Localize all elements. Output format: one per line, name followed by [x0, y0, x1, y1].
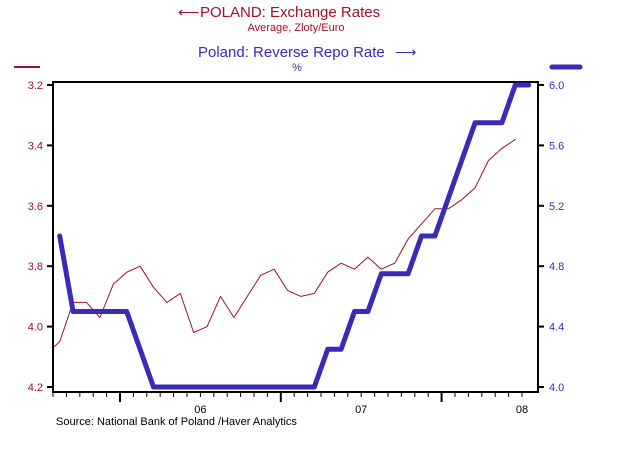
title-repo-rate: Poland: Reverse Repo Rate [198, 44, 385, 61]
right-axis-tick-label: 6.0 [549, 80, 564, 92]
source-note: Source: National Bank of Poland /Haver A… [56, 416, 297, 428]
title-exchange-rates: POLAND: Exchange Rates [200, 4, 380, 21]
title-right-arrow: ⟶ [395, 44, 417, 61]
left-axis-tick-label: 4.2 [28, 382, 43, 394]
left-axis-tick-label: 3.6 [28, 201, 43, 213]
left-axis-tick-label: 3.4 [28, 140, 43, 152]
x-axis-tick-label: 08 [516, 404, 528, 416]
right-axis-tick-label: 4.4 [549, 322, 564, 334]
subtitle-repo-rate: % [292, 62, 302, 74]
x-axis-tick-label: 06 [194, 404, 206, 416]
right-axis-tick-label: 4.8 [549, 261, 564, 273]
right-axis-tick-label: 5.6 [549, 140, 564, 152]
x-axis-tick-label: 07 [355, 404, 367, 416]
left-axis-tick-label: 4.0 [28, 322, 43, 334]
title-left-arrow: ⟵ [178, 4, 200, 21]
right-axis-tick-label: 4.0 [549, 382, 564, 394]
series-line-exchange-rates [54, 138, 516, 348]
left-axis-tick-label: 3.2 [28, 80, 43, 92]
series-line-repo-rate [57, 82, 532, 390]
subtitle-exchange-rates: Average, Zloty/Euro [247, 22, 344, 34]
left-axis-tick-label: 3.8 [28, 261, 43, 273]
plot-frame [52, 81, 539, 393]
right-axis-tick-label: 5.2 [549, 201, 564, 213]
